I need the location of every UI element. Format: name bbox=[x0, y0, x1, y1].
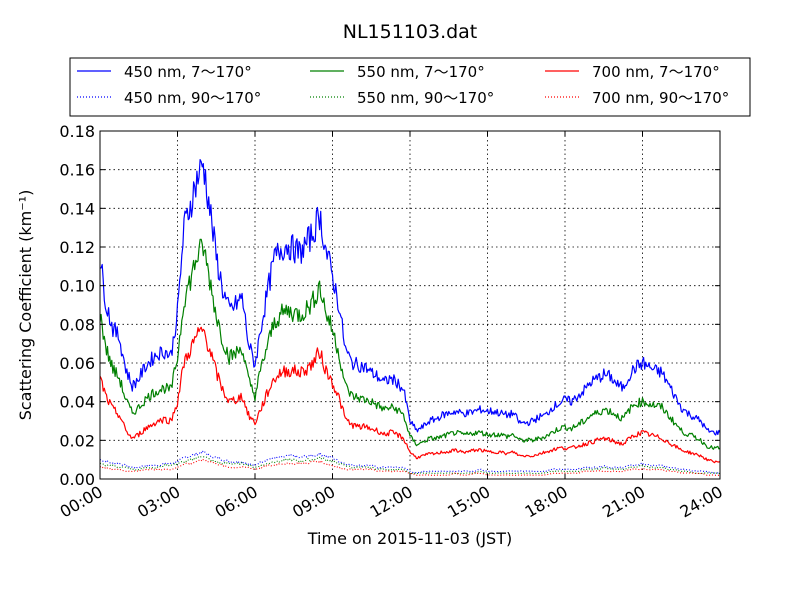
y-tick-label: 0.08 bbox=[59, 315, 95, 334]
series-line-4 bbox=[99, 455, 721, 475]
legend-label: 450 nm, 7～170° bbox=[124, 63, 252, 81]
y-tick-label: 0.10 bbox=[59, 277, 95, 296]
legend-label: 700 nm, 7～170° bbox=[592, 63, 720, 81]
legend-label: 450 nm, 90～170° bbox=[124, 89, 261, 107]
legend: 450 nm, 7～170° 550 nm, 7～170° 700 nm, 7～17… bbox=[69, 57, 751, 117]
y-tick-label: 0.06 bbox=[59, 354, 95, 373]
y-tick-label: 0.16 bbox=[59, 161, 95, 180]
y-axis-ticks: 0.00 0.02 0.04 0.06 0.08 0.10 0.12 0.14 0.16 0.18 bbox=[59, 122, 720, 489]
y-tick-label: 0.02 bbox=[59, 431, 95, 450]
series-line-0 bbox=[99, 159, 721, 436]
series-layer bbox=[99, 159, 721, 476]
chart-title: NL151103.dat bbox=[343, 21, 478, 43]
y-tick-label: 0.00 bbox=[59, 470, 95, 489]
series-line-2 bbox=[99, 326, 721, 464]
legend-label: 550 nm, 90～170° bbox=[357, 89, 494, 107]
y-axis-title: Scattering Coefficient (km⁻¹) bbox=[16, 190, 35, 421]
x-axis-title: Time on 2015-11-03 (JST) bbox=[307, 529, 512, 548]
series-line-1 bbox=[99, 238, 721, 450]
series-line-3 bbox=[99, 450, 721, 474]
series-line-5 bbox=[99, 458, 721, 476]
legend-label: 700 nm, 90～170° bbox=[592, 89, 729, 107]
legend-label: 550 nm, 7～170° bbox=[357, 63, 485, 81]
y-tick-label: 0.18 bbox=[59, 122, 95, 141]
legend-box bbox=[69, 57, 751, 117]
y-tick-label: 0.14 bbox=[59, 199, 95, 218]
y-tick-label: 0.12 bbox=[59, 238, 95, 257]
y-tick-label: 0.04 bbox=[59, 393, 95, 412]
